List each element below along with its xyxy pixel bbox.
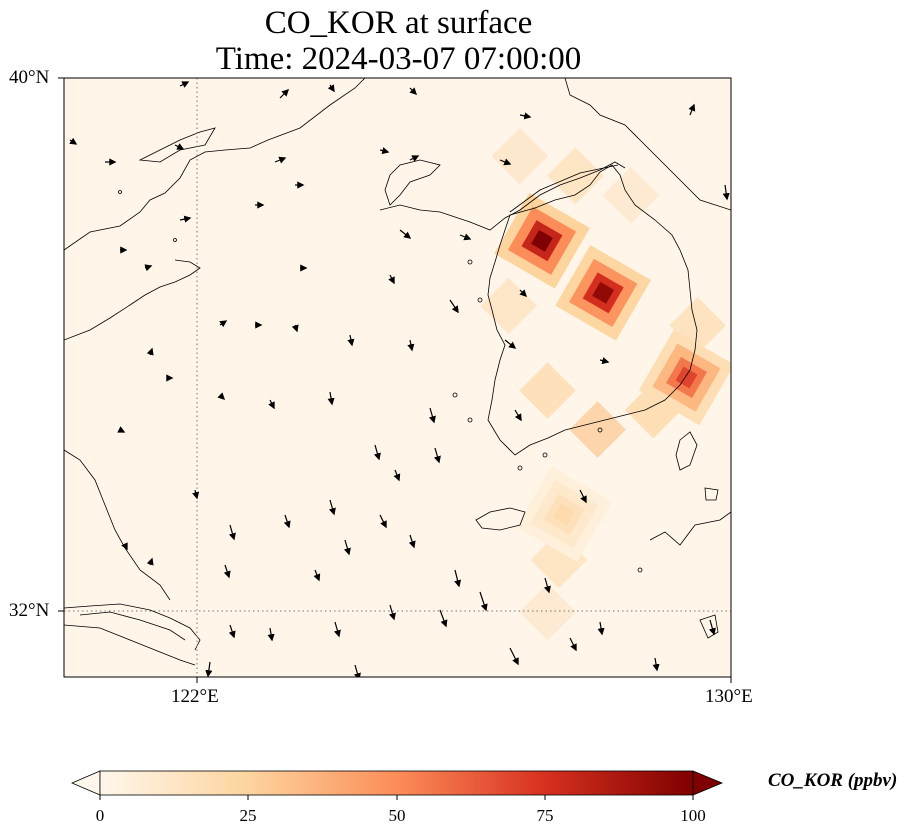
wind-arrow — [228, 624, 236, 639]
wind-arrow — [174, 143, 185, 150]
wind-vectors — [69, 81, 730, 677]
wind-arrow — [327, 391, 335, 406]
plume-cell — [531, 229, 553, 252]
concentration-field — [480, 127, 731, 641]
wind-arrow — [509, 647, 519, 666]
wind-arrow — [179, 215, 192, 223]
wind-arrow — [343, 539, 351, 556]
wind-arrow — [408, 534, 416, 549]
wind-arrow — [708, 619, 716, 636]
lon-tick-label: 130°E — [705, 686, 753, 707]
wind-arrow — [479, 591, 488, 612]
wind-arrow — [569, 637, 577, 652]
colorbar-tick-label: 100 — [680, 806, 706, 825]
wind-arrow — [327, 84, 335, 93]
wind-arrow — [428, 407, 436, 424]
wind-arrow — [722, 184, 730, 201]
colorbar-tick-label: 25 — [239, 806, 257, 825]
colorbar-extend-min — [70, 770, 101, 796]
wind-arrow — [223, 564, 231, 579]
colorbar-tick-label: 50 — [388, 806, 406, 825]
wind-arrow — [328, 499, 336, 516]
wind-arrow — [379, 147, 390, 155]
plume-cell — [553, 503, 576, 526]
wind-arrow — [274, 156, 287, 164]
wind-arrow — [117, 426, 126, 433]
wind-arrow — [579, 489, 587, 504]
map-title: CO_KOR at surface — [264, 5, 533, 41]
wind-arrow — [121, 542, 128, 551]
wind-arrow — [291, 324, 299, 333]
coastlines — [64, 78, 731, 666]
wind-arrow — [217, 392, 226, 401]
map-subtitle-time: Time: 2024-03-07 07:00:00 — [215, 41, 582, 77]
wind-arrow — [688, 103, 696, 116]
wind-arrow — [407, 339, 415, 352]
wind-arrow — [333, 621, 341, 638]
wind-arrow — [459, 233, 472, 241]
plume-cell — [592, 281, 615, 304]
tick-marks — [58, 77, 732, 683]
wind-arrow — [379, 514, 387, 529]
colorbar — [70, 770, 724, 800]
wind-arrow — [192, 489, 200, 500]
lat-tick-label: 40°N — [9, 67, 50, 88]
colorbar-tick-label: 0 — [95, 806, 105, 825]
wind-arrow — [514, 409, 522, 422]
wind-arrow — [146, 557, 154, 566]
wind-arrow — [179, 81, 190, 88]
wind-arrow — [279, 88, 290, 99]
wind-arrow — [205, 661, 213, 677]
wind-arrow — [268, 399, 275, 410]
wind-arrow — [543, 577, 551, 594]
wind-arrow — [652, 657, 660, 672]
wind-arrow — [267, 627, 275, 642]
wind-arrow — [599, 357, 610, 365]
wind-arrow — [69, 137, 78, 145]
wind-arrow — [519, 289, 528, 298]
wind-arrow — [597, 621, 605, 636]
wind-arrow — [283, 514, 291, 529]
wind-arrow — [393, 469, 401, 482]
map-frame — [63, 77, 732, 678]
wind-arrow — [228, 524, 236, 541]
wind-arrow — [347, 334, 355, 347]
wind-arrow — [313, 569, 321, 582]
wind-arrow — [439, 609, 448, 628]
wind-arrow — [504, 339, 517, 349]
colorbar-extend-max — [692, 770, 724, 796]
wind-arrow — [373, 444, 381, 461]
wind-arrow — [499, 158, 512, 166]
wind-arrow — [146, 347, 154, 356]
wind-arrow — [388, 274, 395, 285]
wind-arrow — [519, 112, 532, 120]
lon-tick-label: 122°E — [171, 686, 219, 707]
wind-arrow — [449, 299, 459, 314]
wind-arrow — [454, 569, 462, 588]
colorbar-tick-label: 75 — [536, 806, 554, 825]
lat-tick-label: 32°N — [9, 600, 50, 621]
wind-arrow — [409, 155, 420, 162]
map-background — [64, 78, 731, 677]
colorbar-label: CO_KOR (ppbv) — [768, 770, 898, 791]
wind-arrow — [433, 447, 441, 464]
wind-arrow — [388, 604, 396, 621]
concentration-cell — [519, 583, 576, 641]
wind-arrow — [219, 320, 228, 328]
colorbar-gradient — [99, 770, 694, 796]
wind-arrow — [144, 264, 153, 272]
gridlines — [64, 78, 731, 677]
wind-arrow — [409, 87, 418, 96]
wind-arrow — [399, 229, 412, 239]
